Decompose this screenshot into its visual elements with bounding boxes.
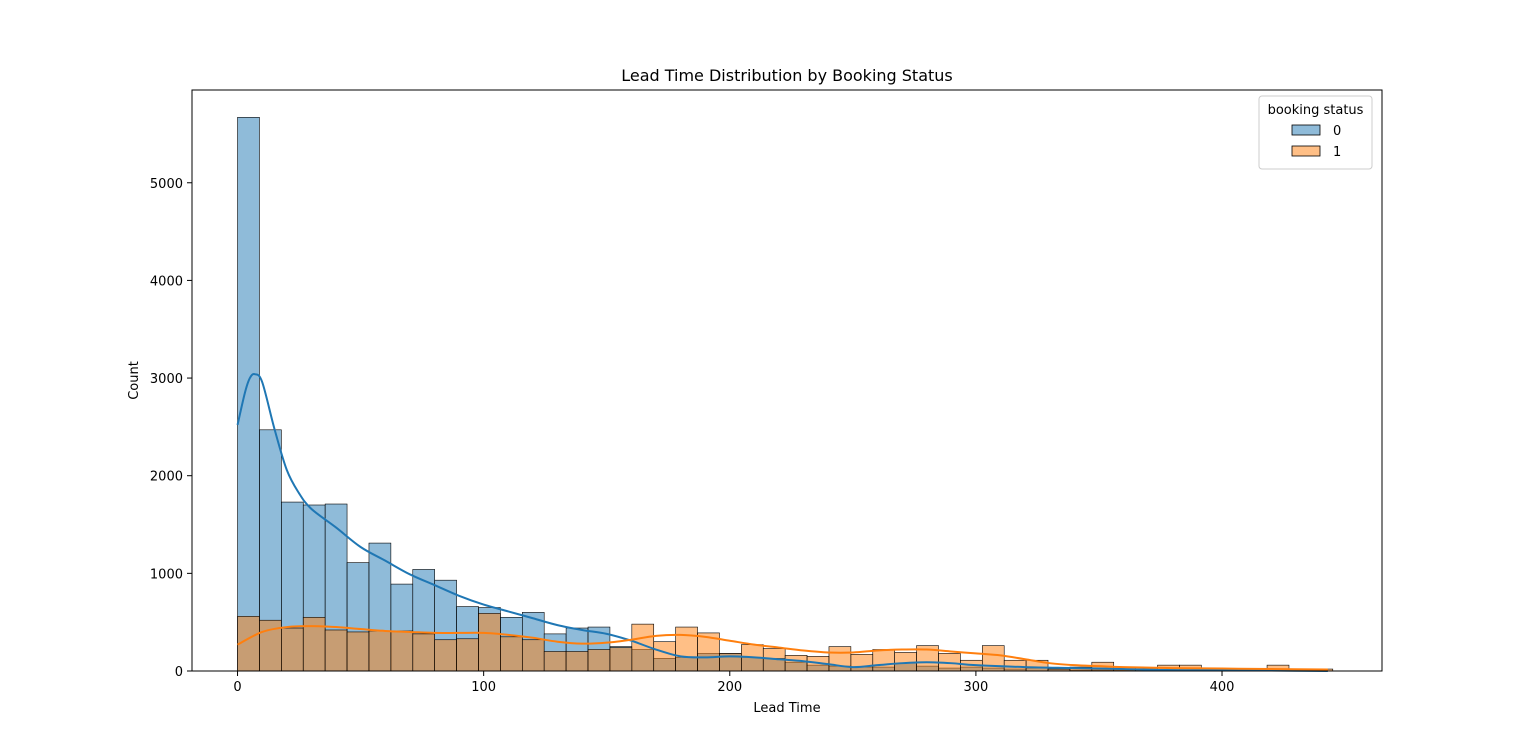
- chart-title: Lead Time Distribution by Booking Status: [621, 66, 953, 85]
- y-axis-ticks: 0 1000 2000 3000 4000 5000: [150, 177, 192, 680]
- x-tick-label: 400: [1210, 680, 1235, 695]
- bar-series-1: [434, 639, 457, 672]
- y-tick-label: 1000: [150, 567, 183, 582]
- legend-swatch-0: [1291, 124, 1321, 136]
- bar-series-1: [784, 655, 808, 672]
- bar-series-1: [281, 627, 304, 672]
- x-tick-label: 100: [471, 680, 496, 695]
- bar-series-1: [587, 649, 611, 672]
- legend-items: 01: [1291, 124, 1341, 160]
- bar-series-1: [675, 626, 698, 672]
- bar-series-1: [565, 651, 589, 672]
- x-tick-label: 200: [717, 680, 742, 695]
- x-tick-label: 300: [963, 680, 988, 695]
- bar-series-1: [390, 630, 414, 672]
- y-axis-label: Count: [127, 361, 142, 400]
- legend-swatch-1: [1291, 145, 1321, 157]
- bar-series-1: [346, 631, 370, 672]
- x-tick-label: 0: [233, 680, 241, 695]
- bar-series-1: [500, 636, 523, 672]
- legend-label-1: 1: [1333, 145, 1341, 160]
- plot-frame: [191, 89, 1383, 672]
- legend-title: booking status: [1268, 103, 1364, 118]
- y-tick-label: 4000: [150, 274, 183, 289]
- series-0-bars: [237, 117, 1246, 672]
- x-axis-label: Lead Time: [753, 701, 820, 716]
- bar-series-1: [478, 613, 501, 672]
- y-tick-label: 3000: [150, 372, 183, 387]
- bar-series-1: [543, 651, 567, 672]
- series-1-kde-line: [237, 625, 1328, 671]
- bar-series-1: [653, 641, 676, 672]
- bar-series-1: [521, 639, 545, 672]
- bar-series-0: [237, 117, 260, 672]
- y-tick-label: 5000: [150, 177, 183, 192]
- bar-series-1: [324, 629, 348, 672]
- bar-series-1: [412, 633, 435, 672]
- bar-series-1: [872, 649, 895, 672]
- x-axis-ticks: 0 100 200 300 400: [233, 671, 1234, 695]
- legend: booking status 01: [1258, 95, 1373, 170]
- bar-series-1: [456, 638, 479, 672]
- bar-series-1: [850, 654, 874, 672]
- bar-series-1: [609, 647, 633, 672]
- y-tick-label: 2000: [150, 470, 183, 485]
- bar-series-1: [368, 630, 392, 672]
- legend-label-0: 0: [1333, 124, 1341, 139]
- y-tick-label: 0: [175, 665, 183, 680]
- series-1-bars: [237, 613, 1334, 672]
